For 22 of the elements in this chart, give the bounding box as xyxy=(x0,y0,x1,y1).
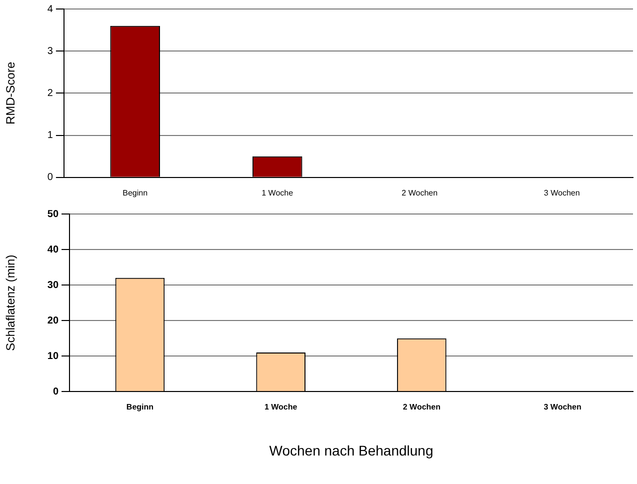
x-tick-label: 2 Wochen xyxy=(402,402,441,412)
y-tick-label: 10 xyxy=(47,350,59,362)
x-tick-label: 3 Wochen xyxy=(544,188,580,198)
y-tick-label: 2 xyxy=(47,88,54,99)
y-tick-label: 0 xyxy=(47,172,54,184)
y-tick-label: 0 xyxy=(52,386,59,398)
x-tick-label: 3 Wochen xyxy=(544,402,582,412)
x-tick-label: 1 Woche xyxy=(262,188,294,198)
y-axis-title: RMD-Score xyxy=(4,62,18,125)
y-tick-label: 1 xyxy=(47,130,54,142)
x-axis-title: Wochen nach Behandlung xyxy=(269,442,434,458)
x-tick-label: 2 Wochen xyxy=(402,188,438,198)
y-tick-label: 50 xyxy=(47,208,59,220)
y-axis-title: Schlaflatenz (min) xyxy=(4,254,18,351)
y-tick-label: 3 xyxy=(47,46,54,57)
y-tick-label: 30 xyxy=(47,280,59,291)
x-tick-label: Beginn xyxy=(122,188,148,198)
x-tick-label: 1 Woche xyxy=(264,402,298,412)
y-tick-label: 40 xyxy=(47,244,59,256)
y-tick-label: 20 xyxy=(47,315,59,326)
y-tick-label: 4 xyxy=(47,4,54,15)
x-tick-label: Beginn xyxy=(126,402,154,412)
